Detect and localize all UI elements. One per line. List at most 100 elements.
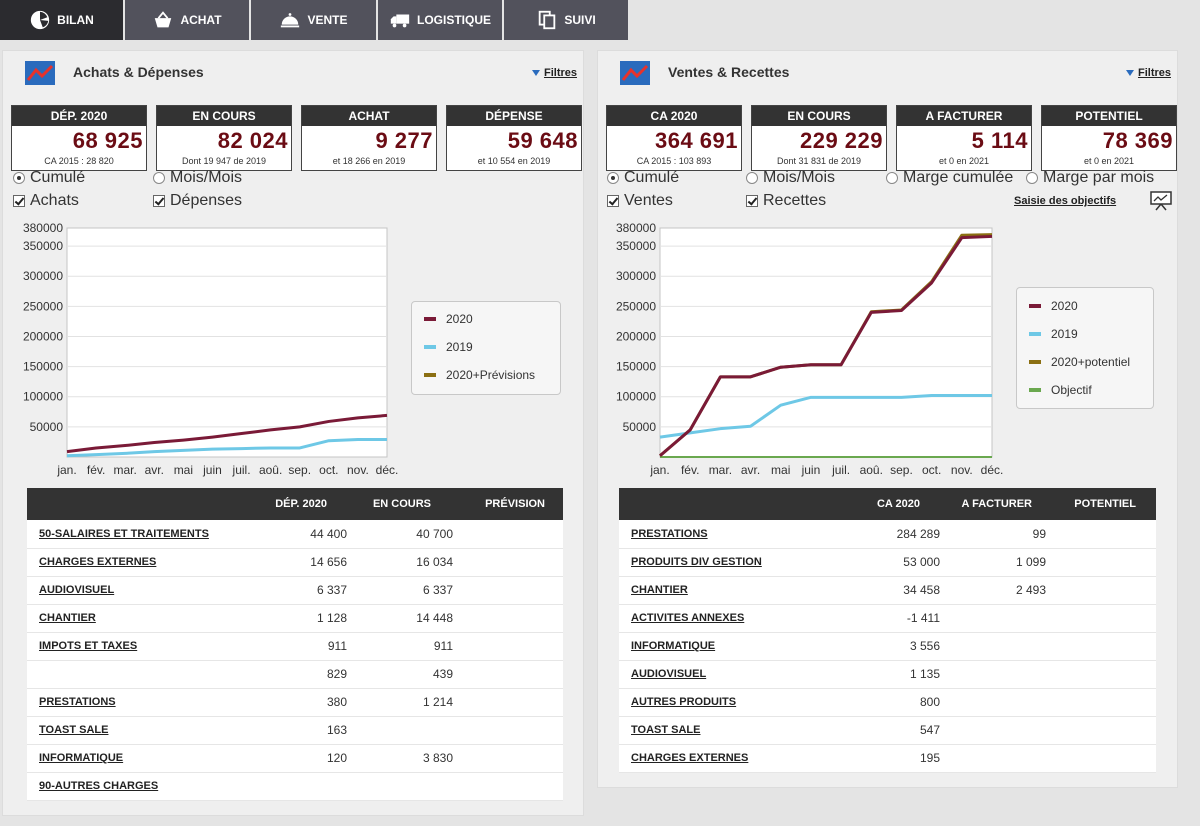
checkbox-control[interactable] xyxy=(746,195,758,207)
legend-item-potentiel[interactable]: 2020+potentiel xyxy=(1029,355,1130,369)
tab-logistique[interactable]: LOGISTIQUE xyxy=(378,0,502,40)
row-label[interactable]: ACTIVITES ANNEXES xyxy=(619,604,829,633)
row-label[interactable]: INFORMATIQUE xyxy=(619,632,829,661)
kpi-label: ACHAT xyxy=(302,106,436,126)
x-tick-label: oct. xyxy=(922,463,941,477)
row-label[interactable]: AUDIOVISUEL xyxy=(27,576,242,605)
radio-mois[interactable]: Mois/Mois xyxy=(153,169,242,187)
radio-marge-cumulee[interactable]: Marge cumulée xyxy=(886,169,1013,187)
row-value xyxy=(453,548,563,577)
row-value: 380 xyxy=(242,688,347,717)
row-value: 3 830 xyxy=(347,744,453,773)
radio-cumule[interactable]: Cumulé xyxy=(13,169,85,187)
row-label[interactable]: TOAST SALE xyxy=(27,716,242,745)
row-value: 195 xyxy=(829,744,940,773)
row-value xyxy=(1046,576,1156,605)
row-label[interactable]: IMPOTS ET TAXES xyxy=(27,632,242,661)
header-col[interactable]: DÉP. 2020 xyxy=(242,488,347,520)
row-label[interactable]: CHARGES EXTERNES xyxy=(27,548,242,577)
legend-item-2020[interactable]: 2020 xyxy=(1029,299,1078,313)
radio-control[interactable] xyxy=(13,172,25,184)
row-label[interactable]: PRODUITS DIV GESTION xyxy=(619,548,829,577)
tab-suivi[interactable]: SUIVI xyxy=(504,0,628,40)
row-label[interactable]: CHANTIER xyxy=(27,604,242,633)
kpi-row: DÉP. 2020 68 925 CA 2015 : 28 820 EN COU… xyxy=(11,105,582,171)
radio-control[interactable] xyxy=(153,172,165,184)
header-col[interactable]: A FACTURER xyxy=(940,488,1046,520)
checkbox-ventes[interactable]: Ventes xyxy=(607,192,673,210)
checkbox-control[interactable] xyxy=(13,195,25,207)
legend-item-2020[interactable]: 2020 xyxy=(424,312,473,326)
row-label[interactable]: PRESTATIONS xyxy=(27,688,242,717)
row-value xyxy=(453,576,563,605)
header-col[interactable]: POTENTIEL xyxy=(1046,488,1156,520)
row-label[interactable]: PRESTATIONS xyxy=(619,520,829,549)
radio-cumule[interactable]: Cumulé xyxy=(607,169,679,187)
checkbox-label: Ventes xyxy=(624,192,673,209)
row-value xyxy=(940,604,1046,633)
kpi-value: 5 114 xyxy=(971,128,1028,153)
row-label[interactable]: TOAST SALE xyxy=(619,716,829,745)
row-value: 99 xyxy=(940,520,1046,549)
checkbox-control[interactable] xyxy=(607,195,619,207)
tab-bilan[interactable]: BILAN xyxy=(0,0,123,40)
row-value: 6 337 xyxy=(242,576,347,605)
row-value xyxy=(453,520,563,549)
radio-control[interactable] xyxy=(1026,172,1038,184)
legend-label: 2020 xyxy=(1051,299,1078,313)
y-tick-label: 350000 xyxy=(616,239,656,253)
header-col[interactable]: CA 2020 xyxy=(829,488,940,520)
table-row: PRODUITS DIV GESTION 53 000 1 099 xyxy=(619,548,1156,577)
tab-achat[interactable]: ACHAT xyxy=(125,0,249,40)
checkbox-depenses[interactable]: Dépenses xyxy=(153,192,242,210)
row-label[interactable]: AUTRES PRODUITS xyxy=(619,688,829,717)
saisie-objectifs-link[interactable]: Saisie des objectifs xyxy=(1014,195,1117,207)
filters-link[interactable]: Filtres xyxy=(1125,67,1171,79)
legend-item-objectif[interactable]: Objectif xyxy=(1029,383,1092,397)
presentation-board-icon[interactable] xyxy=(1150,191,1172,211)
y-tick-label: 100000 xyxy=(23,390,63,404)
x-tick-label: sep. xyxy=(890,463,913,477)
checkbox-control[interactable] xyxy=(153,195,165,207)
y-tick-label: 380000 xyxy=(616,221,656,235)
kpi-label: POTENTIEL xyxy=(1042,106,1176,126)
radio-control[interactable] xyxy=(746,172,758,184)
legend-item-previsions[interactable]: 2020+Prévisions xyxy=(424,368,535,382)
row-label[interactable]: INFORMATIQUE xyxy=(27,744,242,773)
series-line-2020[interactable] xyxy=(659,234,993,457)
row-value xyxy=(1046,688,1156,717)
checkbox-achats[interactable]: Achats xyxy=(13,192,79,210)
series-line-2020[interactable] xyxy=(66,413,388,454)
x-tick-label: aoû. xyxy=(259,463,282,477)
kpi-sub: et 10 554 en 2019 xyxy=(477,156,551,166)
kpi-row: CA 2020 364 691 CA 2015 : 103 893 EN COU… xyxy=(606,105,1177,171)
kpi-sub: CA 2015 : 28 820 xyxy=(44,156,114,166)
plot-area xyxy=(659,227,993,458)
radio-marge-mois[interactable]: Marge par mois xyxy=(1026,169,1154,187)
row-value: 547 xyxy=(829,716,940,745)
row-label[interactable] xyxy=(27,660,242,689)
kpi-box: A FACTURER 5 114 et 0 en 2021 xyxy=(896,105,1032,171)
series-line-2019[interactable] xyxy=(659,394,992,439)
radio-control[interactable] xyxy=(886,172,898,184)
header-col[interactable]: PRÉVISION xyxy=(453,488,563,520)
series-line-2019[interactable] xyxy=(66,438,387,458)
row-label[interactable]: 90-AUTRES CHARGES xyxy=(27,772,242,801)
legend-item-2019[interactable]: 2019 xyxy=(424,340,473,354)
row-label[interactable]: 50-SALAIRES ET TRAITEMENTS xyxy=(27,520,242,549)
legend-swatch xyxy=(1029,304,1041,308)
kpi-label: DÉPENSE xyxy=(447,106,581,126)
y-tick-label: 300000 xyxy=(23,269,63,283)
y-tick-label: 50000 xyxy=(30,420,64,434)
checkbox-recettes[interactable]: Recettes xyxy=(746,192,826,210)
legend-item-2019[interactable]: 2019 xyxy=(1029,327,1078,341)
filters-label: Filtres xyxy=(543,67,577,79)
row-label[interactable]: CHANTIER xyxy=(619,576,829,605)
tab-vente[interactable]: VENTE xyxy=(251,0,376,40)
row-label[interactable]: CHARGES EXTERNES xyxy=(619,744,829,773)
header-col[interactable]: EN COURS xyxy=(347,488,453,520)
radio-mois[interactable]: Mois/Mois xyxy=(746,169,835,187)
row-label[interactable]: AUDIOVISUEL xyxy=(619,660,829,689)
filters-link[interactable]: Filtres xyxy=(531,67,577,79)
radio-control[interactable] xyxy=(607,172,619,184)
